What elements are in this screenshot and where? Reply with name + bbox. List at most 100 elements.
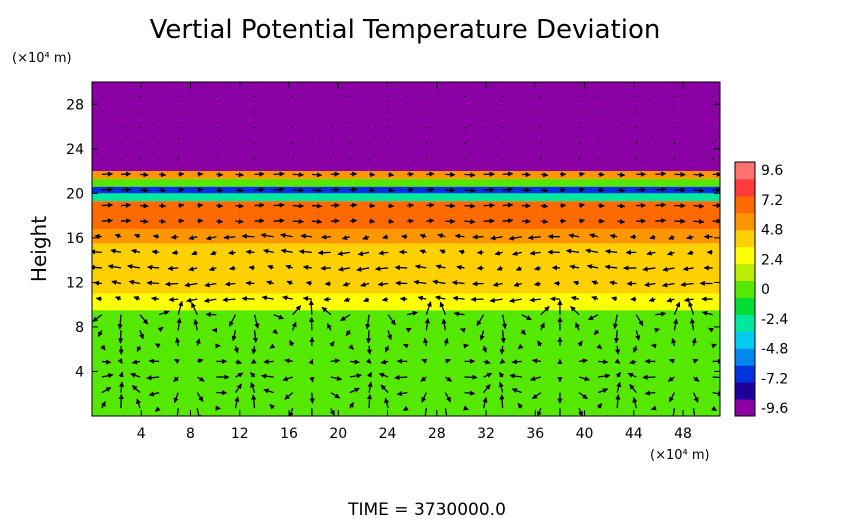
wind-vector	[357, 251, 370, 257]
wind-vector	[234, 158, 237, 160]
colorbar-segment	[735, 348, 755, 366]
wind-vector	[521, 111, 523, 113]
wind-vector	[311, 187, 323, 193]
wind-vector	[587, 314, 599, 321]
wind-vector	[292, 142, 294, 144]
wind-vector	[365, 314, 371, 330]
wind-vector	[597, 158, 599, 160]
wind-vector	[131, 385, 141, 394]
wind-vector	[178, 218, 185, 224]
wind-vector	[443, 337, 449, 347]
wind-vector	[426, 187, 435, 193]
wind-vector	[366, 345, 372, 355]
wind-vector	[711, 405, 717, 412]
wind-vector	[101, 218, 114, 224]
wind-vector	[460, 327, 466, 333]
wind-vector	[692, 158, 695, 160]
wind-vector	[368, 126, 370, 129]
wind-vector	[263, 359, 274, 365]
wind-vector	[421, 358, 428, 364]
wind-vector	[171, 249, 179, 256]
wind-vector	[120, 142, 122, 144]
wind-vector	[426, 202, 435, 208]
wind-vector	[512, 250, 522, 256]
wind-vector	[134, 233, 141, 239]
wind-vector	[578, 202, 585, 209]
x-tick-label: 24	[379, 426, 397, 442]
wind-vector	[686, 234, 694, 240]
wind-vector	[609, 280, 618, 286]
wind-vector	[402, 405, 409, 412]
wind-vector	[578, 171, 585, 177]
colorbar-segment	[735, 331, 755, 349]
wind-vector	[500, 330, 506, 344]
wind-vector	[167, 265, 179, 271]
wind-vector	[377, 281, 389, 287]
wind-vector	[633, 345, 638, 353]
wind-vector	[176, 317, 182, 331]
wind-vector	[177, 300, 184, 315]
wind-vector	[269, 343, 276, 349]
wind-vector	[330, 392, 341, 399]
colorbar-ticks: 9.6 7.2 4.8 2.4 0 -2.4 -4.8 -7.2 -9.6	[761, 163, 788, 417]
wind-vector	[616, 142, 618, 144]
wind-vector	[531, 358, 541, 364]
heatmap-band-0	[92, 310, 720, 416]
wind-vector	[197, 187, 204, 193]
wind-vector	[712, 391, 720, 397]
colorbar-segment	[735, 229, 755, 248]
wind-vector	[178, 202, 185, 209]
wind-vector	[176, 408, 179, 416]
colorbar-segment	[735, 297, 755, 315]
wind-vector	[578, 218, 585, 224]
y-ticks: 4 8 12 16 20 24 28	[66, 97, 720, 380]
wind-vector	[101, 171, 114, 177]
wind-vector	[451, 280, 465, 286]
wind-vector	[292, 111, 294, 113]
wind-vector	[387, 314, 396, 326]
wind-vector	[492, 281, 503, 288]
heatmap-bands	[92, 82, 720, 416]
wind-vector	[482, 158, 485, 160]
wind-vector	[235, 187, 244, 193]
wind-vector	[499, 358, 506, 364]
wind-vector	[203, 297, 217, 303]
wind-vector	[234, 383, 243, 393]
wind-vector	[439, 249, 446, 255]
wind-vector	[330, 126, 332, 129]
wind-vector	[654, 111, 657, 113]
wind-vector	[349, 95, 351, 98]
x-ticks: 4 8 12 16 20 24 28 32 36 40 44 48	[137, 82, 692, 442]
heatmap-band-4	[92, 201, 720, 229]
wind-vector	[425, 95, 428, 98]
wind-vector	[668, 358, 675, 364]
y-tick-label: 12	[66, 275, 84, 291]
wind-vector	[378, 372, 389, 378]
wind-vector	[591, 295, 599, 301]
wind-vector	[317, 250, 331, 256]
wind-vector	[368, 158, 370, 160]
wind-vector	[537, 340, 543, 347]
wind-vector	[651, 343, 657, 349]
wind-vector	[368, 95, 370, 98]
wind-vector	[101, 187, 114, 193]
wind-vector	[241, 233, 255, 239]
wind-vector	[120, 171, 132, 177]
wind-vector	[136, 345, 142, 352]
wind-vector	[309, 392, 315, 404]
wind-vector	[496, 265, 503, 271]
wind-vector	[254, 171, 265, 177]
wind-vector	[280, 232, 293, 238]
wind-vector	[253, 126, 256, 129]
wind-vector	[284, 392, 294, 400]
wind-vector	[292, 305, 302, 316]
wind-vector	[267, 265, 274, 270]
wind-vector	[635, 111, 637, 113]
y-unit-label: (×10⁴ m)	[12, 51, 72, 66]
wind-vector	[435, 264, 446, 270]
wind-vector	[598, 373, 611, 379]
wind-vector	[604, 264, 618, 270]
wind-vector	[365, 330, 372, 344]
wind-vector	[249, 371, 256, 378]
wind-vector	[234, 142, 237, 144]
